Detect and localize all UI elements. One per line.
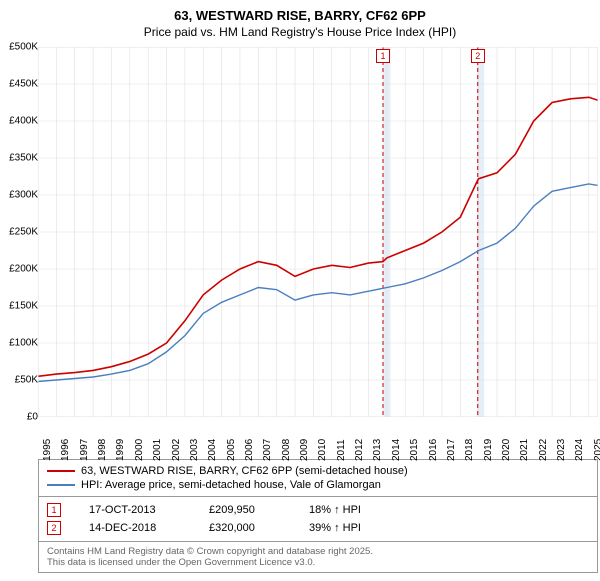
- x-tick-label: 2007: [262, 439, 273, 461]
- x-tick-label: 2011: [336, 439, 347, 461]
- y-tick-label: £100K: [9, 338, 38, 349]
- x-axis-labels: 1995199619971998199920002001200220032004…: [38, 417, 598, 453]
- y-tick-label: £350K: [9, 153, 38, 164]
- y-axis-labels: £0£50K£100K£150K£200K£250K£300K£350K£400…: [8, 47, 38, 417]
- footer-line2: This data is licensed under the Open Gov…: [47, 557, 589, 568]
- x-tick-label: 2024: [574, 439, 585, 461]
- chart-subtitle: Price paid vs. HM Land Registry's House …: [8, 25, 592, 39]
- x-tick-label: 1997: [79, 439, 90, 461]
- x-tick-label: 2022: [538, 439, 549, 461]
- x-tick-label: 2001: [152, 439, 163, 461]
- legend-label: 63, WESTWARD RISE, BARRY, CF62 6PP (semi…: [81, 465, 408, 477]
- legend-swatch: [47, 470, 75, 472]
- legend-swatch: [47, 484, 75, 486]
- x-tick-label: 2008: [281, 439, 292, 461]
- event-price: £320,000: [209, 522, 309, 534]
- event-date: 14-DEC-2018: [89, 522, 209, 534]
- x-tick-label: 1996: [60, 439, 71, 461]
- x-tick-label: 2006: [244, 439, 255, 461]
- event-price: £209,950: [209, 504, 309, 516]
- x-tick-label: 1998: [97, 439, 108, 461]
- series-price_paid: [38, 97, 598, 376]
- event-marker-box: 2: [47, 521, 61, 535]
- x-tick-label: 2012: [354, 439, 365, 461]
- y-tick-label: £300K: [9, 190, 38, 201]
- event-marker-box: 1: [47, 503, 61, 517]
- legend-item: HPI: Average price, semi-detached house,…: [47, 478, 589, 492]
- x-tick-label: 2004: [207, 439, 218, 461]
- y-tick-label: £50K: [15, 375, 38, 386]
- y-tick-label: £500K: [9, 42, 38, 53]
- y-tick-label: £150K: [9, 301, 38, 312]
- y-tick-label: £0: [27, 412, 38, 423]
- x-tick-label: 2021: [519, 439, 530, 461]
- chart-title: 63, WESTWARD RISE, BARRY, CF62 6PP: [8, 8, 592, 23]
- x-tick-label: 2025: [593, 439, 600, 461]
- event-delta: 18% ↑ HPI: [309, 504, 361, 516]
- plot-area: £0£50K£100K£150K£200K£250K£300K£350K£400…: [38, 47, 598, 417]
- x-tick-label: 2018: [464, 439, 475, 461]
- event-marker-2: 2: [471, 49, 485, 63]
- x-tick-label: 2017: [446, 439, 457, 461]
- x-tick-label: 2005: [226, 439, 237, 461]
- x-tick-label: 2019: [483, 439, 494, 461]
- events-box: 1 17-OCT-2013£209,95018% ↑ HPI 2 14-DEC-201…: [38, 497, 598, 542]
- x-tick-label: 2016: [428, 439, 439, 461]
- x-tick-label: 2020: [501, 439, 512, 461]
- x-tick-label: 2015: [409, 439, 420, 461]
- legend-box: 63, WESTWARD RISE, BARRY, CF62 6PP (semi…: [38, 459, 598, 497]
- x-tick-label: 2010: [317, 439, 328, 461]
- event-date: 17-OCT-2013: [89, 504, 209, 516]
- chart-container: 63, WESTWARD RISE, BARRY, CF62 6PP Price…: [0, 0, 600, 581]
- x-tick-label: 2000: [134, 439, 145, 461]
- footer-line1: Contains HM Land Registry data © Crown c…: [47, 546, 589, 557]
- event-row: 2 14-DEC-2018£320,00039% ↑ HPI: [47, 519, 589, 537]
- line-chart-svg: [38, 47, 598, 417]
- series-hpi: [38, 184, 598, 382]
- x-tick-label: 2014: [391, 439, 402, 461]
- y-tick-label: £450K: [9, 79, 38, 90]
- event-row: 1 17-OCT-2013£209,95018% ↑ HPI: [47, 501, 589, 519]
- x-tick-label: 2013: [372, 439, 383, 461]
- x-tick-label: 2009: [299, 439, 310, 461]
- legend-label: HPI: Average price, semi-detached house,…: [81, 479, 381, 491]
- y-tick-label: £200K: [9, 264, 38, 275]
- event-delta: 39% ↑ HPI: [309, 522, 361, 534]
- event-marker-1: 1: [376, 49, 390, 63]
- footer-box: Contains HM Land Registry data © Crown c…: [38, 542, 598, 573]
- x-tick-label: 2023: [556, 439, 567, 461]
- x-tick-label: 1995: [42, 439, 53, 461]
- x-tick-label: 1999: [115, 439, 126, 461]
- x-tick-label: 2003: [189, 439, 200, 461]
- legend-item: 63, WESTWARD RISE, BARRY, CF62 6PP (semi…: [47, 464, 589, 478]
- y-tick-label: £250K: [9, 227, 38, 238]
- x-tick-label: 2002: [171, 439, 182, 461]
- y-tick-label: £400K: [9, 116, 38, 127]
